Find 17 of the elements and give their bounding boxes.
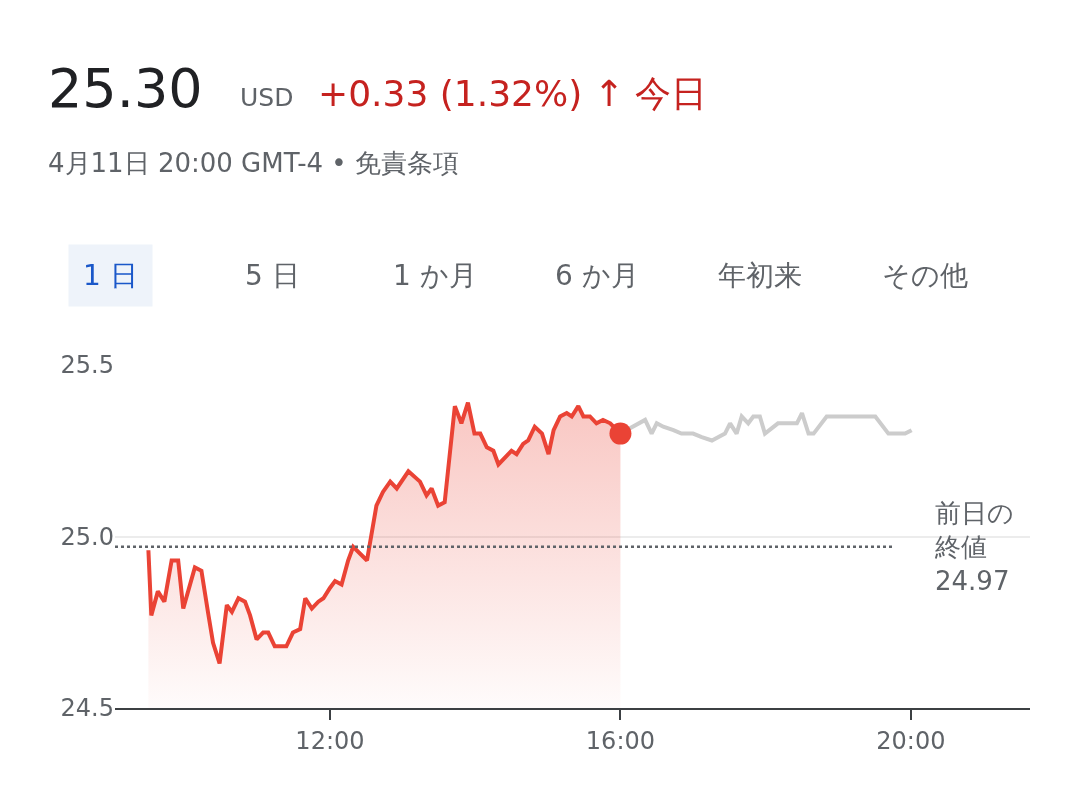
y-tick-label: 24.5 [60,694,114,723]
x-tick-label: 12:00 [295,726,365,755]
text: 5 日 [245,259,300,292]
text: USD [240,83,294,112]
ref-line-label: 前日の終値 24.97 [934,498,1014,596]
chart-subtitle: 4月11日 20:00 GMT-4 • 免責条項 [48,148,459,178]
text: 1 か月 [393,259,477,292]
x-tick-label: 20:00 [876,726,946,755]
y-tick-label: 25.5 [60,351,114,380]
x-tick-label: 16:00 [585,726,656,755]
text: その他 [882,259,968,292]
text: 年初来 [718,259,802,292]
text: +0.33 (1.32%) ↑ 今日 [318,73,708,114]
y-tick-label: 25.0 [60,522,114,551]
chart-title: 25.30 [48,57,203,120]
text: 6 か月 [555,259,639,292]
text: 1 日 [83,259,138,292]
